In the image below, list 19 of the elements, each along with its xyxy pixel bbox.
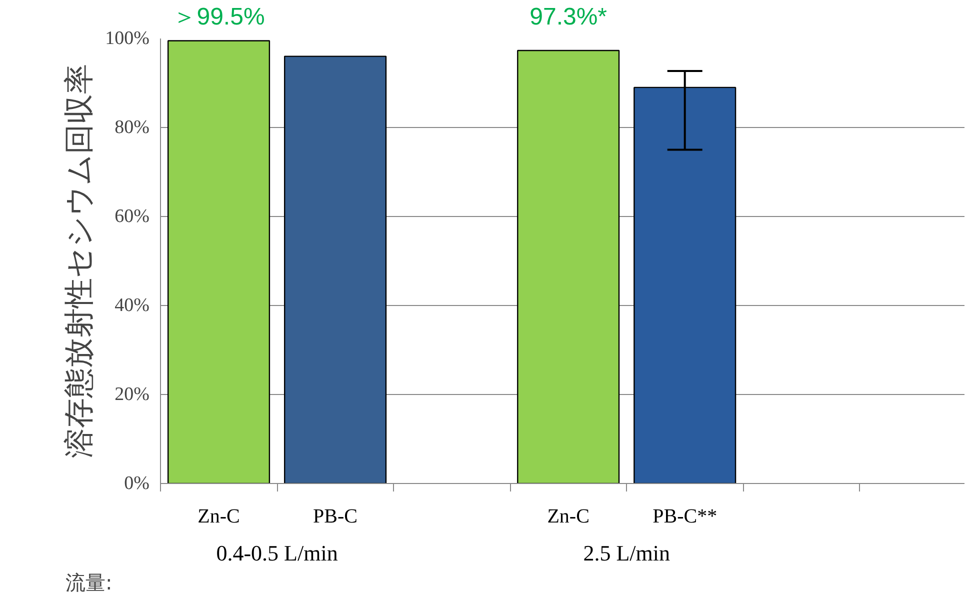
y-axis-title: 溶存態放射性セシウム回収率	[62, 64, 98, 458]
bar	[167, 40, 270, 484]
bar	[284, 56, 387, 484]
text: 2.5 L/min	[583, 540, 670, 566]
data-label: 97.3%*	[530, 4, 608, 30]
x-tick-label: Zn-C	[547, 506, 590, 528]
x-tick-label: PB-C	[313, 506, 358, 528]
y-tick-label: 0%	[124, 473, 150, 494]
x-tick-label: Zn-C	[198, 506, 240, 528]
text: 0.4-0.5 L/min	[216, 540, 338, 566]
bar	[517, 50, 620, 484]
y-tick-label: 100%	[105, 28, 150, 49]
y-tick-label: 40%	[114, 295, 150, 316]
x-tick-label: PB-C**	[652, 506, 718, 528]
data-label: ＞99.5%	[172, 4, 265, 30]
y-tick-label: 20%	[114, 384, 150, 405]
y-tick-label: 80%	[114, 117, 150, 138]
y-tick-label: 60%	[114, 206, 150, 227]
text: 流量:	[66, 570, 112, 594]
